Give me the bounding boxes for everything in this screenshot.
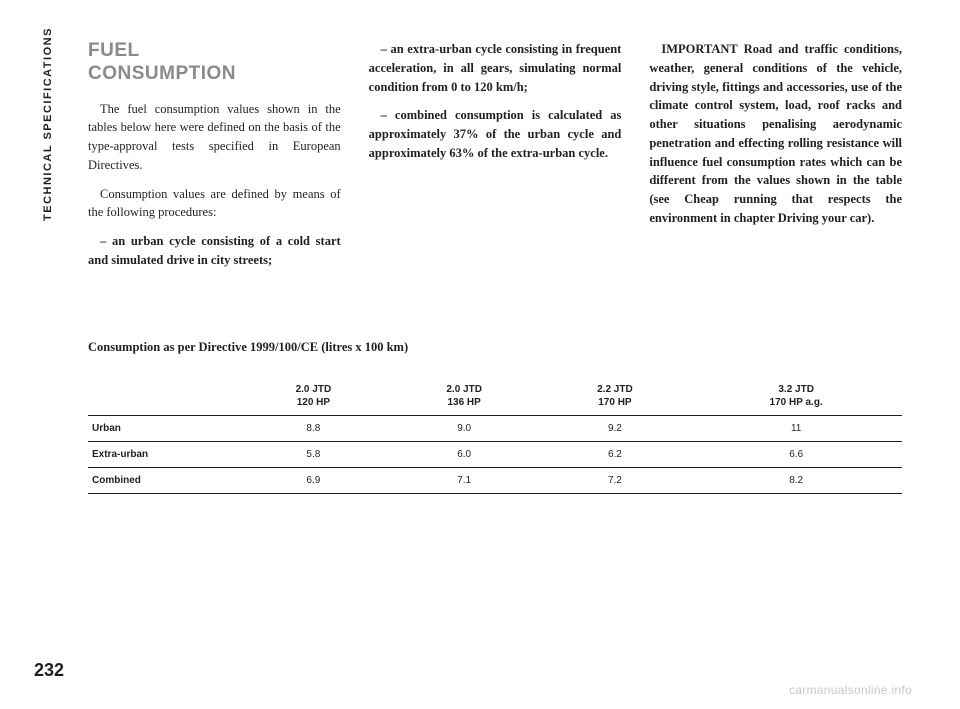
side-tab: TECHNICAL SPECIFICATIONS bbox=[28, 28, 56, 448]
th4-l1: 3.2 JTD bbox=[778, 384, 814, 395]
cell: 11 bbox=[690, 415, 902, 441]
content: FUEL CONSUMPTION The fuel consumption va… bbox=[88, 40, 902, 494]
column-3: IMPORTANT Road and traffic conditions, w… bbox=[649, 40, 902, 280]
col1-paragraph-2: Consumption values are defined by means … bbox=[88, 185, 341, 223]
columns: FUEL CONSUMPTION The fuel consumption va… bbox=[88, 40, 902, 280]
cell: 6.2 bbox=[540, 441, 691, 467]
cell: 9.2 bbox=[540, 415, 691, 441]
th4-l2: 170 HP a.g. bbox=[770, 397, 823, 408]
th2-l1: 2.0 JTD bbox=[446, 384, 482, 395]
page: TECHNICAL SPECIFICATIONS FUEL CONSUMPTIO… bbox=[0, 0, 960, 709]
row-label: Urban bbox=[88, 415, 238, 441]
col2-paragraph-2: – combined consumption is calculated as … bbox=[369, 106, 622, 162]
section-heading: FUEL CONSUMPTION bbox=[88, 40, 341, 86]
heading-line-1: FUEL bbox=[88, 40, 140, 61]
table-row: Extra-urban 5.8 6.0 6.2 6.6 bbox=[88, 441, 902, 467]
cell: 6.6 bbox=[690, 441, 902, 467]
row-label: Extra-urban bbox=[88, 441, 238, 467]
side-tab-label: TECHNICAL SPECIFICATIONS bbox=[42, 14, 54, 234]
th3-l1: 2.2 JTD bbox=[597, 384, 633, 395]
th1-l2: 120 HP bbox=[297, 397, 330, 408]
column-1: FUEL CONSUMPTION The fuel consumption va… bbox=[88, 40, 341, 280]
table-header-4: 3.2 JTD 170 HP a.g. bbox=[690, 377, 902, 416]
table-header-1: 2.0 JTD 120 HP bbox=[238, 377, 389, 416]
cell: 7.1 bbox=[389, 467, 540, 493]
consumption-table: 2.0 JTD 120 HP 2.0 JTD 136 HP 2.2 JTD 170 H… bbox=[88, 377, 902, 494]
col3-paragraph-1: IMPORTANT Road and traffic conditions, w… bbox=[649, 40, 902, 228]
cell: 9.0 bbox=[389, 415, 540, 441]
cell: 6.0 bbox=[389, 441, 540, 467]
cell: 7.2 bbox=[540, 467, 691, 493]
cell: 5.8 bbox=[238, 441, 389, 467]
heading-line-2: CONSUMPTION bbox=[88, 63, 236, 84]
col2-paragraph-1: – an extra-urban cycle consisting in fre… bbox=[369, 40, 622, 96]
table-header-2: 2.0 JTD 136 HP bbox=[389, 377, 540, 416]
table-title: Consumption as per Directive 1999/100/CE… bbox=[88, 340, 902, 355]
watermark: carmanualsonline.info bbox=[789, 683, 912, 697]
page-number: 232 bbox=[34, 660, 64, 681]
column-2: – an extra-urban cycle consisting in fre… bbox=[369, 40, 622, 280]
table-header-blank bbox=[88, 377, 238, 416]
table-header-3: 2.2 JTD 170 HP bbox=[540, 377, 691, 416]
cell: 8.8 bbox=[238, 415, 389, 441]
col1-paragraph-1: The fuel consumption values shown in the… bbox=[88, 100, 341, 175]
th3-l2: 170 HP bbox=[598, 397, 631, 408]
table-row: Urban 8.8 9.0 9.2 11 bbox=[88, 415, 902, 441]
th1-l1: 2.0 JTD bbox=[296, 384, 332, 395]
col1-paragraph-3: – an urban cycle consisting of a cold st… bbox=[88, 232, 341, 270]
table-header-row: 2.0 JTD 120 HP 2.0 JTD 136 HP 2.2 JTD 170 H… bbox=[88, 377, 902, 416]
row-label: Combined bbox=[88, 467, 238, 493]
th2-l2: 136 HP bbox=[447, 397, 480, 408]
cell: 8.2 bbox=[690, 467, 902, 493]
cell: 6.9 bbox=[238, 467, 389, 493]
table-row: Combined 6.9 7.1 7.2 8.2 bbox=[88, 467, 902, 493]
